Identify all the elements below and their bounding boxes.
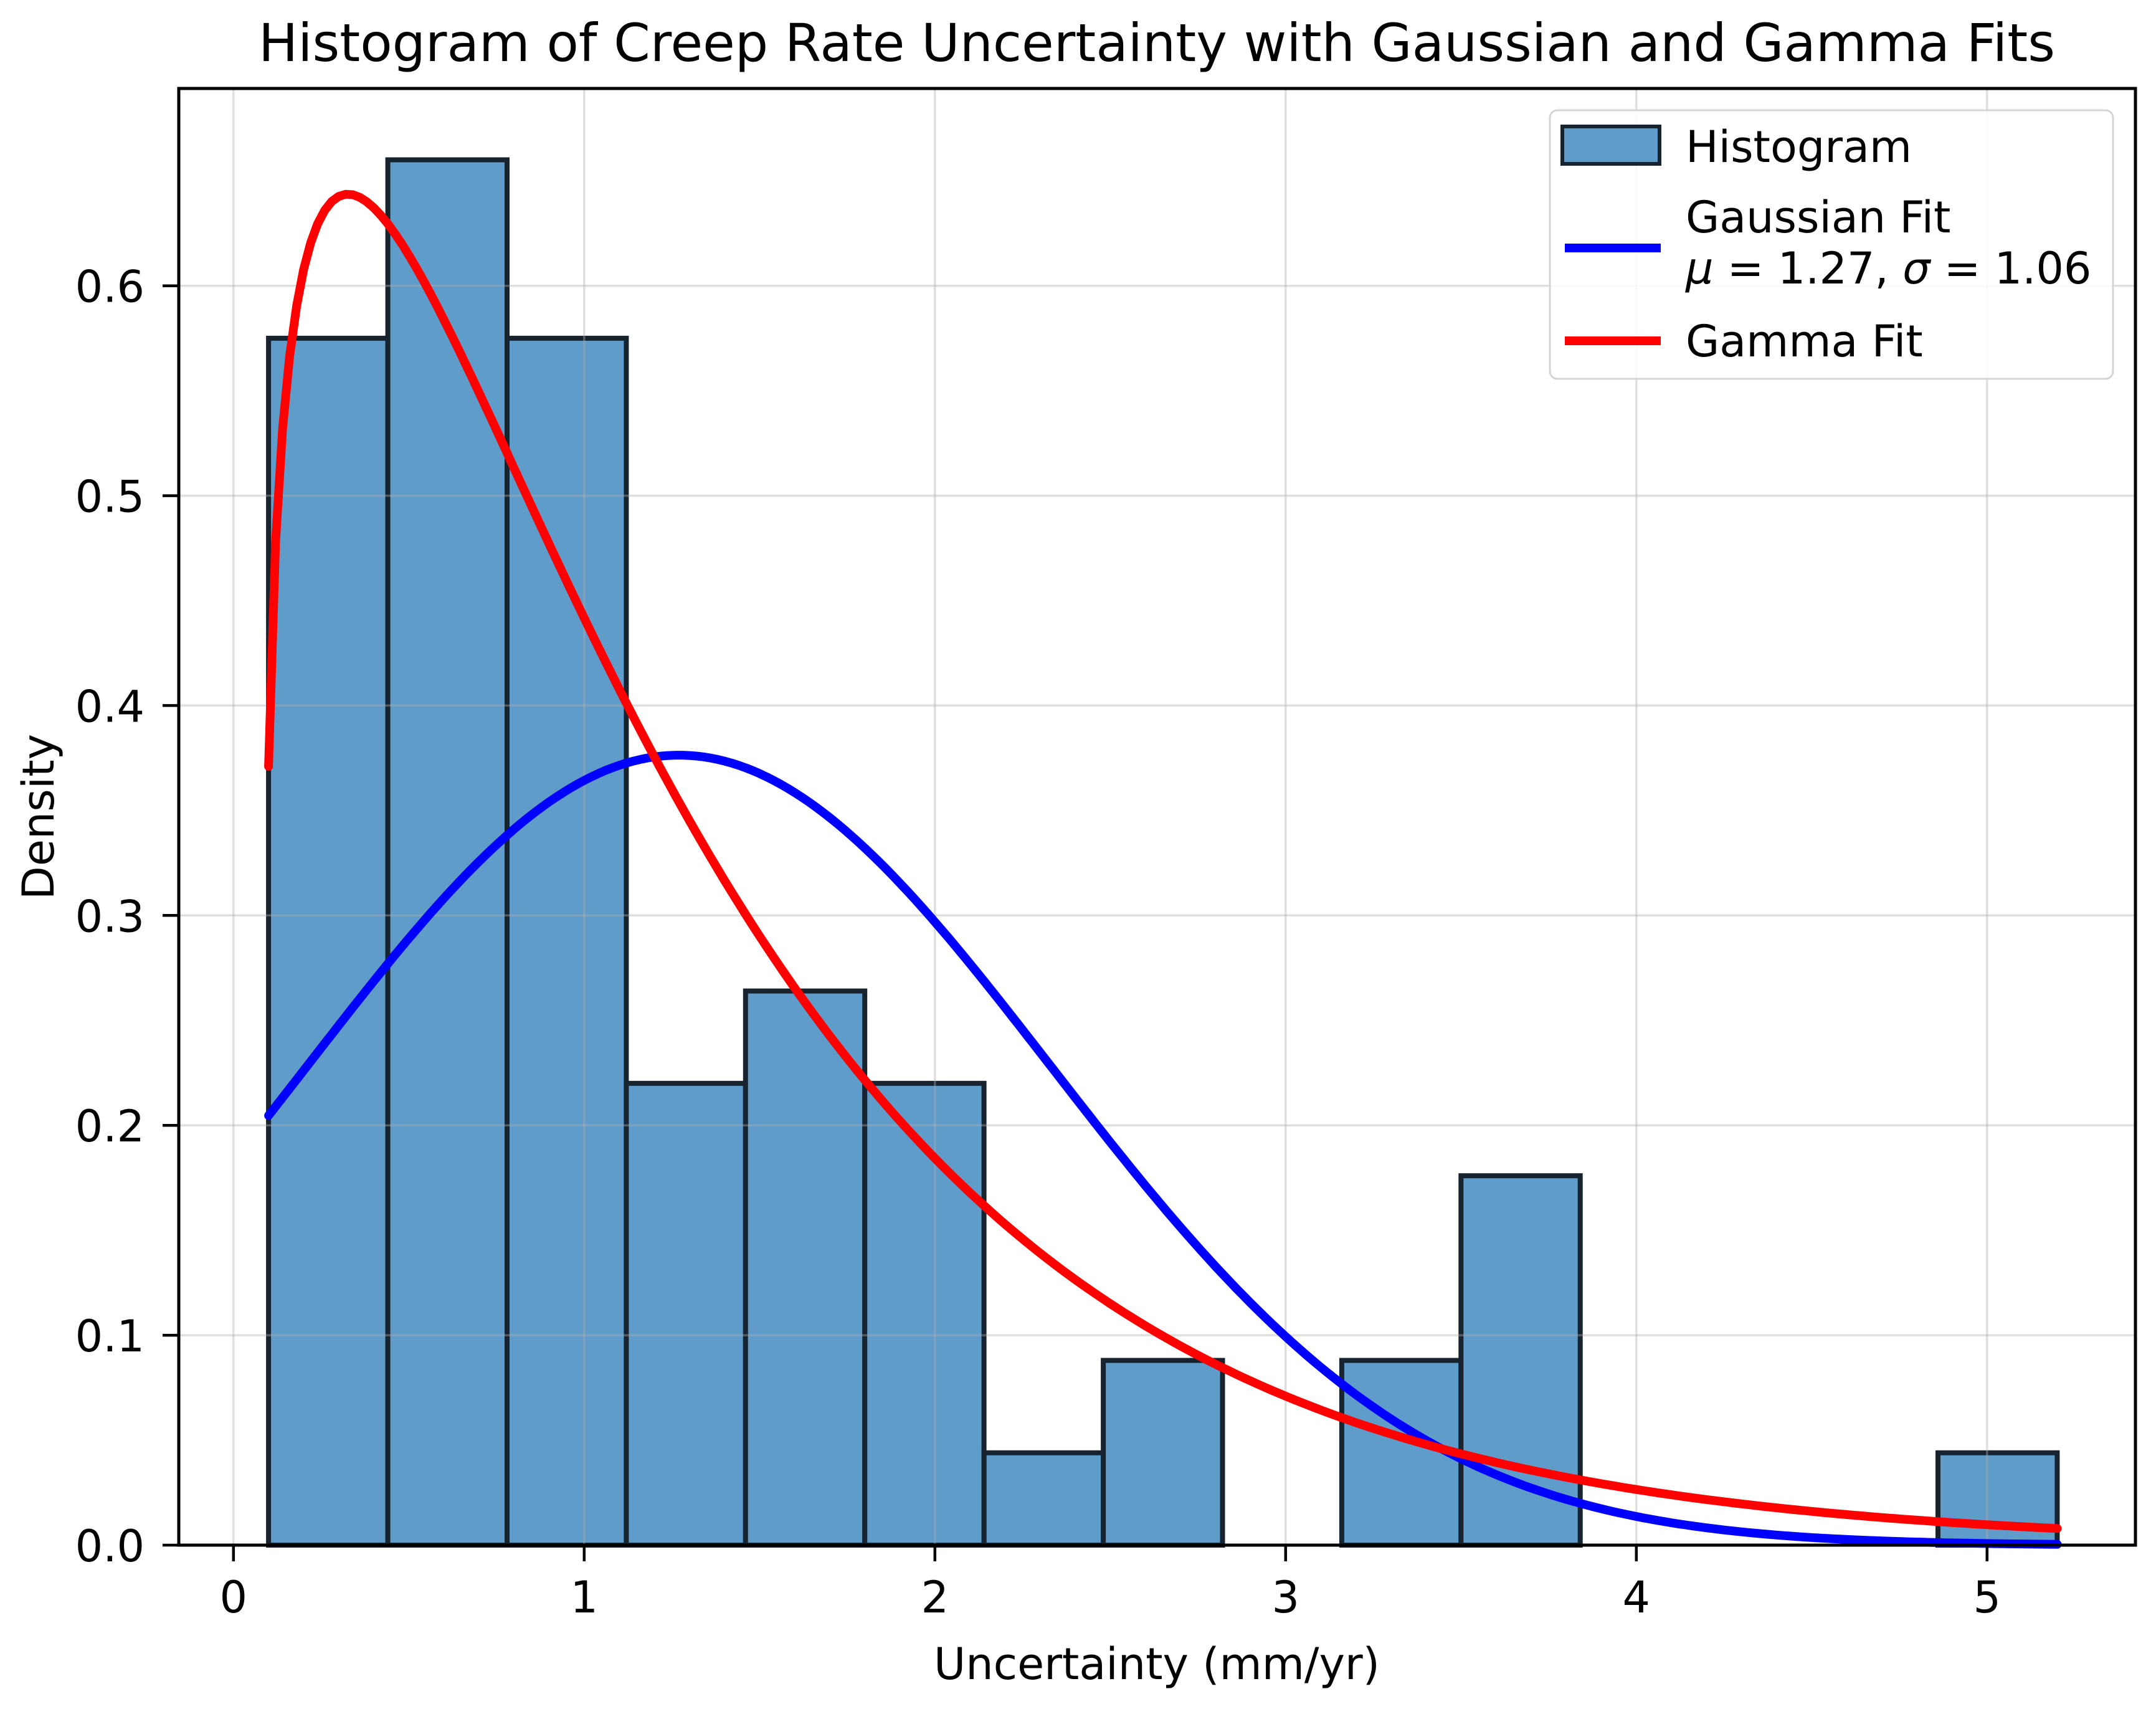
y-tick-label: 0.5 (75, 472, 145, 523)
legend-box (1549, 109, 2114, 380)
x-tick-label: 5 (1973, 1572, 2002, 1623)
plot-area: 0 1 2 3 4 5 0.0 0.1 0.2 0.3 0.4 0.5 0.6 (75, 87, 2137, 1623)
legend-gaussian-params: μ = 1.27, σ = 1.06 (1685, 243, 2091, 294)
histogram-bar (743, 988, 868, 1548)
y-tick-label: 0.3 (75, 891, 145, 942)
x-tick-label: 3 (1272, 1572, 1300, 1623)
mu-symbol: μ (1685, 243, 1714, 294)
y-tick-label: 0.1 (75, 1311, 145, 1362)
histogram-bar (266, 335, 391, 1548)
histogram-bar (862, 1080, 987, 1548)
y-tick-label: 0.0 (75, 1521, 145, 1572)
sigma-value: = 1.06 (1930, 243, 2091, 294)
y-tick-label: 0.2 (75, 1101, 145, 1152)
legend: Histogram Gaussian Fit μ = 1.27, σ = 1.0… (1549, 109, 2114, 380)
x-tick-label: 2 (921, 1572, 949, 1623)
histogram-bar (624, 1080, 748, 1548)
gaussian-fit-curve (264, 751, 2062, 1549)
x-tick-label: 0 (220, 1572, 248, 1623)
mu-value: = 1.27, (1714, 243, 1903, 294)
legend-label-gaussian: Gaussian Fit (1686, 192, 1950, 243)
plot-border (177, 87, 2137, 1547)
legend-label-gamma: Gamma Fit (1686, 316, 1923, 367)
x-axis-label: Uncertainty (mm/yr) (934, 1639, 1380, 1690)
gamma-fit-curve (264, 189, 2062, 1533)
x-tick-label: 1 (571, 1572, 599, 1623)
sigma-symbol: σ (1902, 243, 1932, 294)
x-tick-label: 4 (1623, 1572, 1651, 1623)
histogram-bar (1101, 1358, 1225, 1548)
histogram-bar (981, 1450, 1106, 1548)
legend-histogram-swatch (1560, 125, 1661, 166)
histogram-bar (505, 335, 629, 1548)
y-tick-label: 0.4 (75, 681, 145, 732)
legend-label-histogram: Histogram (1686, 121, 1912, 173)
y-tick-label: 0.6 (75, 262, 145, 313)
y-axis-label: Density (13, 734, 64, 900)
histogram-bar (1458, 1173, 1583, 1548)
chart-title: Histogram of Creep Rate Uncertainty with… (259, 12, 2055, 74)
